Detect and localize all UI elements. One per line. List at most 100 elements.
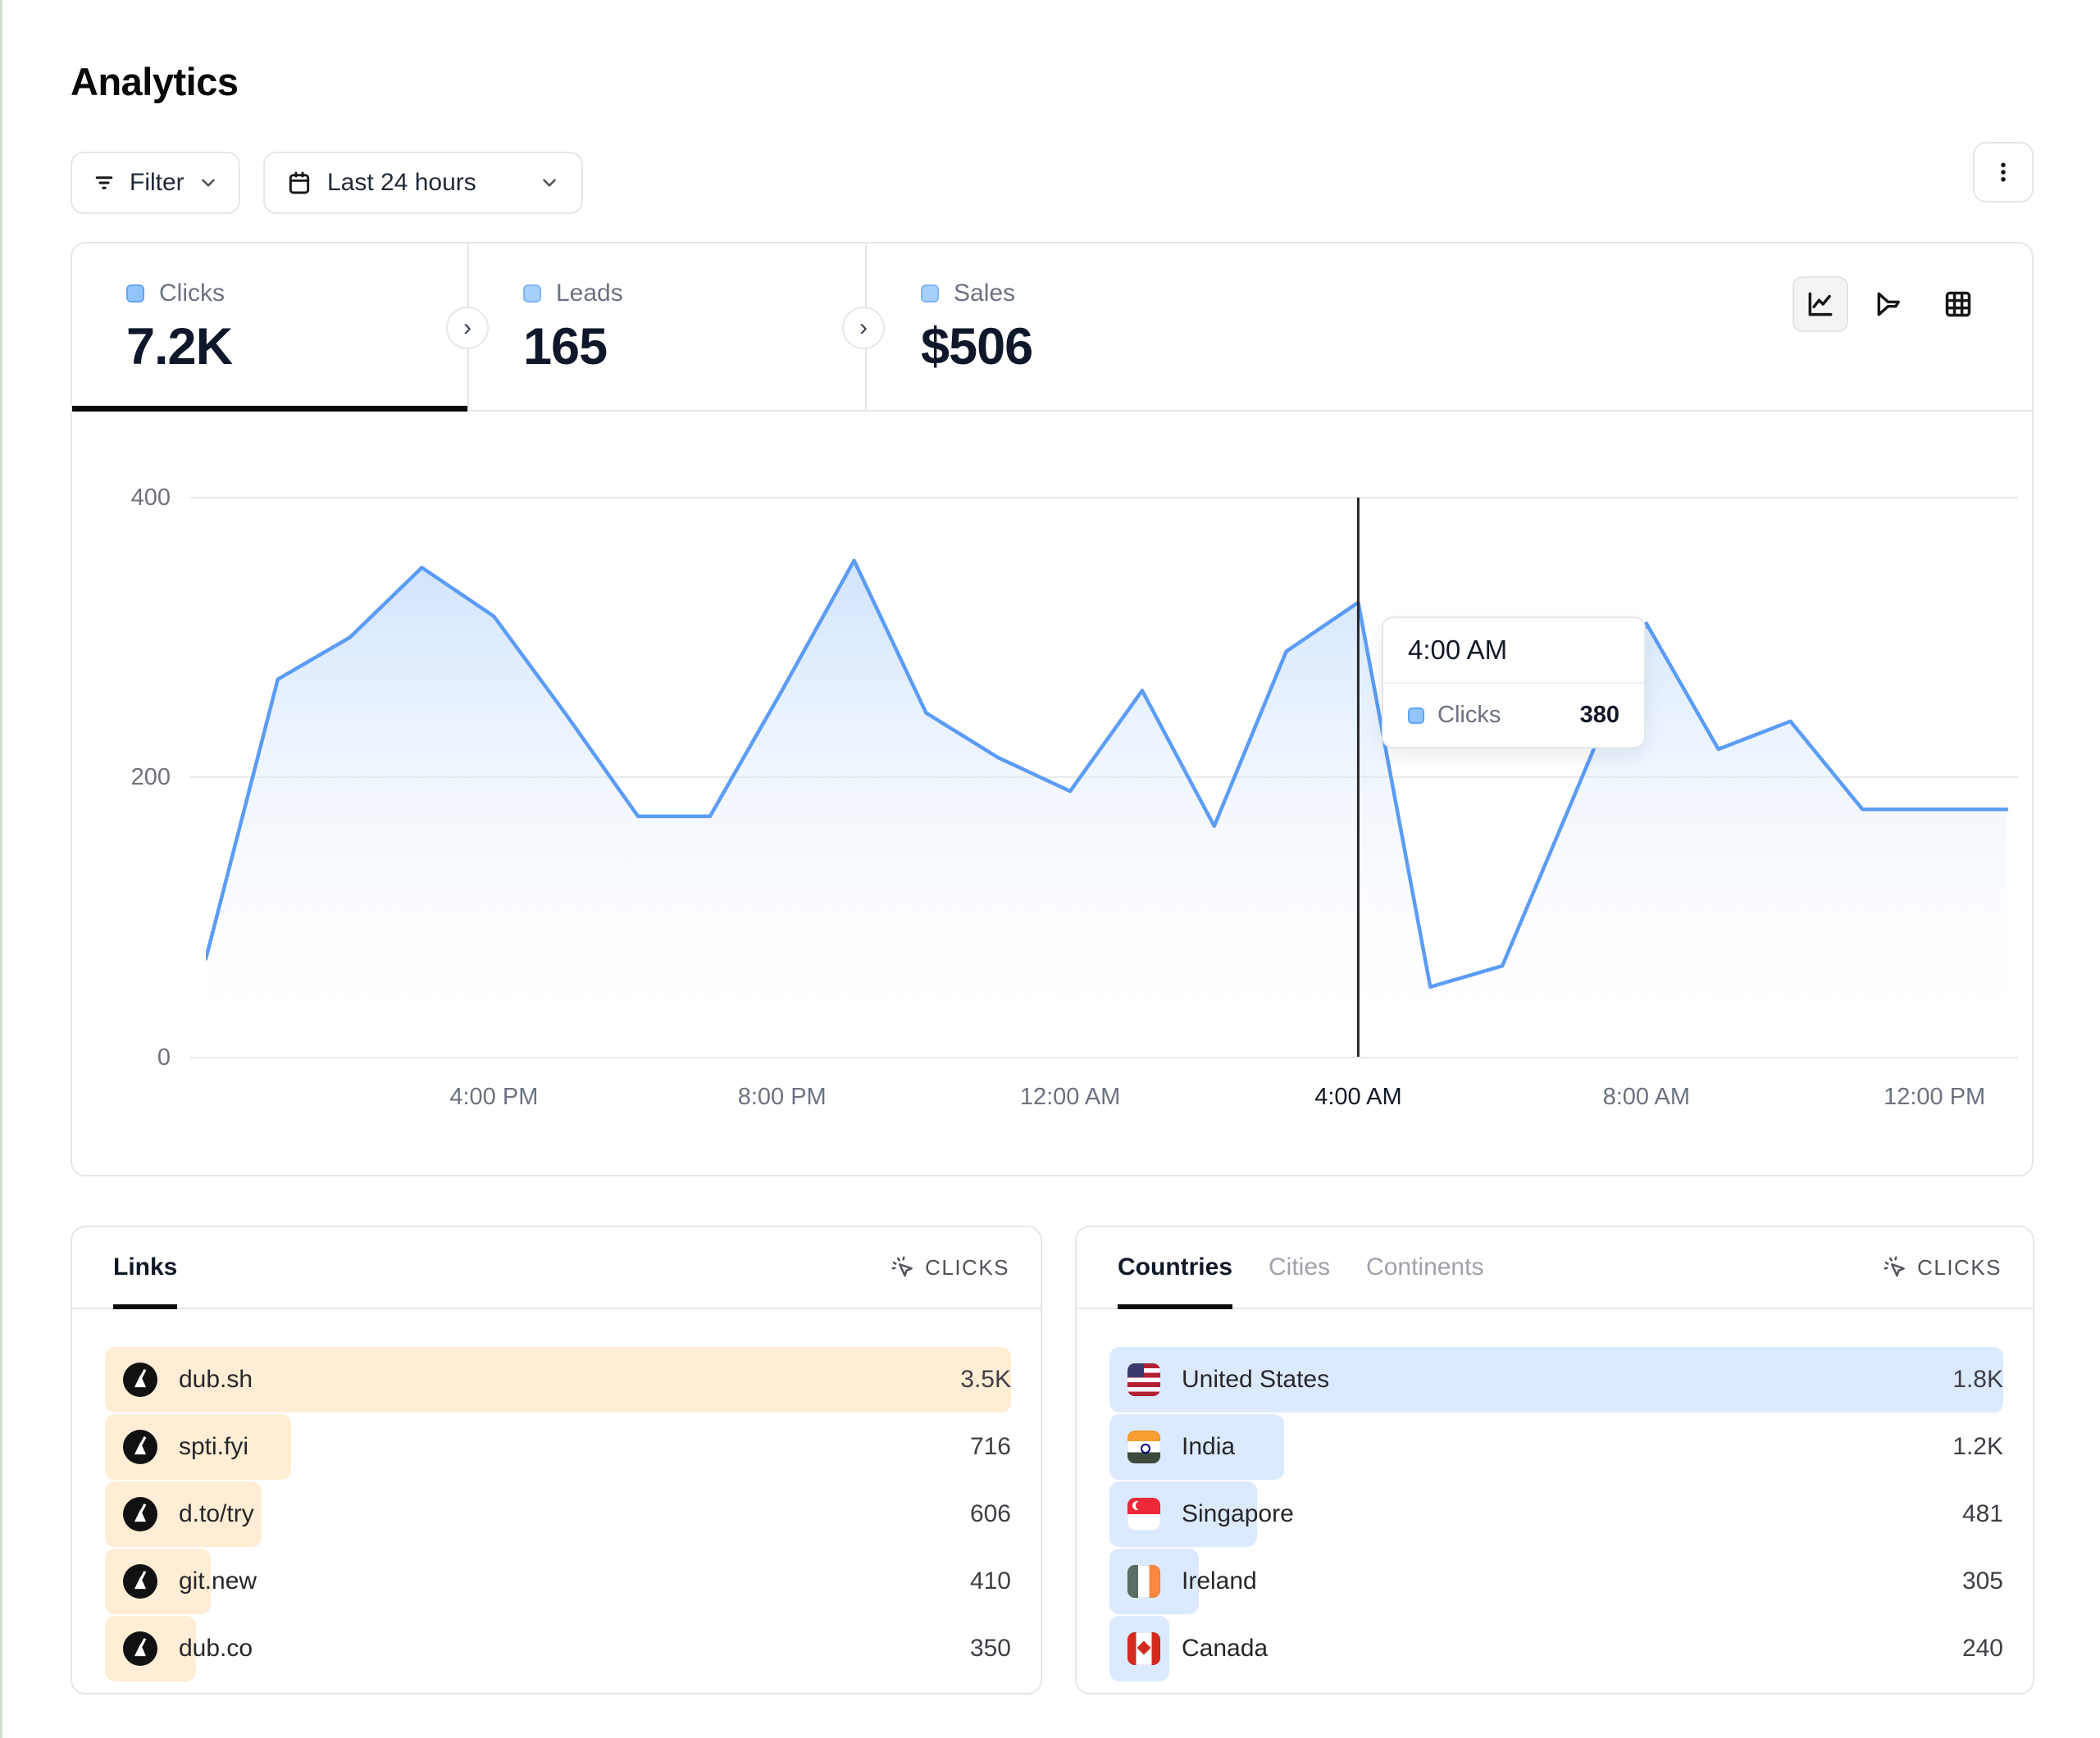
clicks-area-chart[interactable] (206, 482, 2010, 1064)
row-value: 1.2K (1952, 1433, 2003, 1460)
line-chart-toggle-button[interactable] (1793, 276, 1848, 332)
leads-legend-swatch (523, 284, 541, 303)
clicks-legend-swatch (126, 284, 144, 303)
x-axis-tick-label: 4:00 AM (1314, 1084, 1402, 1110)
table-toggle-button[interactable] (1930, 276, 1986, 332)
tab-cities-label: Cities (1269, 1253, 1331, 1281)
table-row[interactable]: India 1.2K (1109, 1414, 2003, 1480)
tab-clicks-label: Clicks (159, 280, 225, 307)
sg-flag-icon (1127, 1498, 1160, 1531)
row-label: Singapore (1182, 1500, 1294, 1527)
row-label: Ireland (1182, 1567, 1257, 1595)
row-value: 410 (969, 1567, 1011, 1595)
table-row[interactable]: git.new 410 (105, 1549, 1011, 1614)
x-axis-tick-label: 8:00 AM (1602, 1084, 1690, 1110)
chevron-down-icon (539, 172, 560, 193)
table-row[interactable]: Canada 240 (1109, 1616, 2003, 1681)
dub-logo-icon (123, 1430, 157, 1464)
y-axis-tick-label: 400 (130, 485, 171, 511)
countries-metric-selector[interactable]: CLICKS (1883, 1255, 2002, 1281)
dub-logo-icon (123, 1631, 157, 1666)
tooltip-series-label: Clicks (1437, 702, 1501, 728)
chart-tooltip: 4:00 AM Clicks 380 (1382, 616, 1646, 748)
row-value: 240 (1961, 1635, 2003, 1662)
row-label: Canada (1182, 1635, 1269, 1662)
countries-list: United States 1.8K India 1.2K Singapore 481 Ir… (1109, 1347, 2003, 1683)
table-row[interactable]: d.to/try 606 (105, 1481, 1011, 1547)
tab-continents[interactable]: Continents (1366, 1227, 1483, 1308)
row-label: spti.fyi (179, 1433, 249, 1460)
row-value: 716 (969, 1433, 1011, 1460)
us-flag-icon (1127, 1363, 1160, 1396)
tab-sales[interactable]: Sales $506 (867, 243, 2032, 410)
date-range-label: Last 24 hours (327, 169, 476, 196)
filter-lines-icon (92, 171, 116, 195)
tab-continents-label: Continents (1366, 1253, 1484, 1281)
value-bar (105, 1549, 212, 1614)
more-options-button[interactable] (1973, 142, 2034, 202)
clicks-line (206, 558, 2009, 990)
in-flag-icon (1127, 1431, 1160, 1463)
cursor-click-icon (1883, 1255, 1907, 1280)
dub-logo-icon (123, 1564, 157, 1599)
row-label: git.new (179, 1567, 257, 1595)
tab-clicks[interactable]: Clicks 7.2K (72, 243, 467, 412)
area-fill (206, 560, 2007, 1057)
row-label: d.to/try (179, 1500, 254, 1527)
tab-countries[interactable]: Countries (1118, 1227, 1233, 1309)
row-label: India (1182, 1433, 1236, 1460)
table-grid-icon (1943, 289, 1974, 320)
tab-leads-label: Leads (556, 280, 623, 307)
table-row[interactable]: United States 1.8K (1109, 1347, 2003, 1413)
dub-logo-icon (123, 1363, 157, 1397)
table-row[interactable]: Ireland 305 (1109, 1549, 2003, 1614)
tab-sales-label: Sales (954, 280, 1016, 307)
countries-panel: Countries Cities Continents CLICKS Unit (1075, 1226, 2034, 1695)
x-axis-tick-labels: 4:00 PM 8:00 PM 12:00 AM 4:00 AM 8:00 AM 12:0… (2, 1084, 2100, 1117)
table-row[interactable]: spti.fyi 716 (105, 1414, 1011, 1480)
tab-leads[interactable]: Leads 165 (469, 243, 865, 410)
chart-type-toggles (1793, 276, 1986, 332)
tab-cities[interactable]: Cities (1269, 1227, 1330, 1308)
row-label: dub.sh (179, 1366, 253, 1393)
gridline-400 (189, 497, 2018, 498)
x-axis-tick-label: 4:00 PM (449, 1084, 539, 1110)
calendar-icon (286, 170, 312, 196)
tooltip-value: 380 (1579, 702, 1619, 728)
table-row[interactable]: Singapore 481 (1109, 1481, 2003, 1547)
row-value: 350 (969, 1635, 1011, 1662)
row-value: 481 (1961, 1500, 2003, 1527)
row-value: 3.5K (960, 1366, 1011, 1393)
table-row[interactable]: dub.co 350 (105, 1616, 1011, 1681)
links-metric-label: CLICKS (925, 1254, 1009, 1280)
kebab-menu-icon (1991, 160, 2016, 184)
y-axis-tick-label: 0 (157, 1044, 171, 1071)
links-metric-selector[interactable]: CLICKS (891, 1255, 1009, 1281)
next-metric-button[interactable]: › (446, 307, 489, 349)
line-chart-icon (1805, 289, 1836, 320)
sales-value: $506 (921, 318, 1033, 375)
value-bar (1109, 1347, 2003, 1413)
date-range-button[interactable]: Last 24 hours (263, 152, 583, 214)
page-title: Analytics (71, 60, 239, 103)
row-label: United States (1182, 1366, 1330, 1393)
sales-legend-swatch (921, 284, 939, 303)
tab-links[interactable]: Links (113, 1227, 178, 1309)
table-row[interactable]: dub.sh 3.5K (105, 1347, 1011, 1413)
tab-countries-label: Countries (1118, 1253, 1233, 1281)
x-axis-line (189, 1057, 2018, 1058)
x-axis-tick-label: 12:00 AM (1019, 1084, 1121, 1110)
ca-flag-icon (1127, 1632, 1160, 1665)
row-label: dub.co (179, 1635, 253, 1662)
filter-button[interactable]: Filter (71, 152, 240, 214)
value-bar (105, 1347, 1011, 1413)
dub-logo-icon (123, 1497, 157, 1531)
next-metric-button[interactable]: › (842, 307, 885, 349)
funnel-chart-toggle-button[interactable] (1861, 276, 1917, 332)
filter-button-label: Filter (130, 169, 184, 196)
tooltip-legend-swatch (1408, 707, 1424, 724)
row-value: 606 (969, 1500, 1011, 1527)
leads-value: 165 (523, 318, 608, 375)
funnel-chart-icon (1874, 289, 1905, 320)
